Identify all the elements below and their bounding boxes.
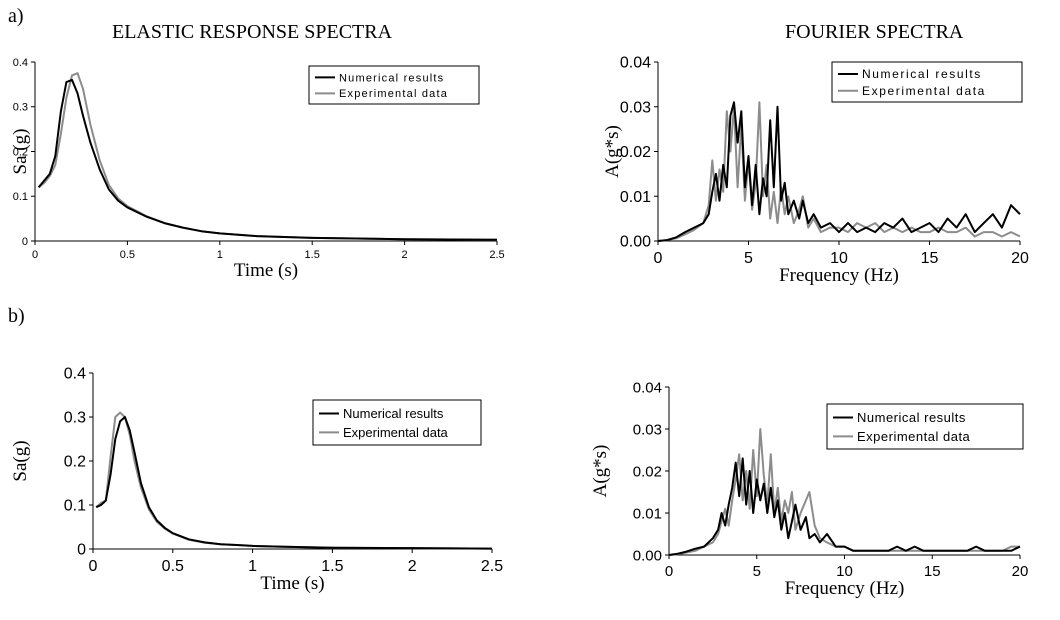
y-tick-label: 0.00	[620, 234, 651, 251]
x-tick-label: 1.5	[305, 249, 320, 261]
column-title-elastic: ELASTIC RESPONSE SPECTRA	[112, 21, 393, 43]
series-line-2	[657, 101, 1021, 242]
legend-label: Numerical results	[857, 410, 966, 425]
y-tick-label: 0	[22, 236, 28, 248]
legend-box	[312, 399, 482, 446]
y-axis-label: Sa(g)	[10, 440, 31, 481]
x-tick-label: 1	[217, 249, 223, 261]
series-line-1	[37, 78, 498, 241]
y-tick-label: 0.1	[64, 498, 86, 515]
y-tick-label: 0.4	[13, 57, 28, 69]
x-tick-label: 2	[408, 558, 417, 575]
y-tick-label: 0.03	[633, 421, 662, 438]
x-axis-label: Frequency (Hz)	[785, 578, 905, 599]
legend-box	[826, 403, 1024, 450]
series-line-1	[668, 457, 1021, 556]
legend-label: Numerical results	[343, 406, 444, 421]
legend-box	[831, 61, 1023, 103]
legend-label: Experimental data	[857, 429, 971, 444]
y-tick-label: 0.1	[13, 191, 28, 203]
y-tick-label: 0.2	[13, 146, 28, 158]
legend: Numerical results Experimental data	[312, 399, 482, 446]
x-tick-label: 0	[654, 250, 663, 267]
x-tick-label: 10	[830, 250, 848, 267]
x-axis-label: Frequency (Hz)	[779, 265, 899, 286]
x-tick-label: 10	[836, 563, 853, 580]
column-title-fourier: FOURIER SPECTRA	[785, 21, 964, 43]
y-tick-label: 0.00	[633, 547, 662, 564]
y-axis-label: A(g*s)	[602, 125, 623, 178]
y-tick-label: 0.01	[633, 505, 662, 522]
x-tick-label: 5	[744, 250, 753, 267]
x-tick-label: 2.5	[481, 558, 503, 575]
legend: Numerical results Experimental data	[826, 403, 1024, 450]
chart-2: 0.00 0.01 0.02 0.03 0.04 0 5 10 15 20 Frequency (H…	[602, 55, 1029, 286]
x-tick-label: 2.5	[489, 249, 504, 261]
x-tick-label: 20	[1011, 250, 1029, 267]
legend-label: Experimental data	[343, 425, 449, 440]
x-tick-label: 15	[924, 563, 941, 580]
y-tick-label: 0.03	[620, 99, 651, 116]
y-tick-label: 0.4	[64, 366, 86, 383]
chart-1: 0 0.1 0.2 0.3 0.4 0 0.5 1 1.5 2 2.5 Time (s) Sa (g) N…	[10, 57, 505, 281]
y-tick-label: 0.01	[620, 189, 651, 206]
legend-label: Experimental data	[862, 84, 986, 98]
x-tick-label: 1.5	[321, 558, 343, 575]
y-axis-label: Sa (g)	[10, 129, 31, 175]
y-tick-label: 0.3	[13, 102, 28, 114]
x-tick-label: 0	[32, 249, 38, 261]
x-tick-label: 1	[248, 558, 257, 575]
x-tick-label: 0	[89, 558, 98, 575]
x-tick-label: 0.5	[120, 249, 135, 261]
legend-label: Numerical results	[862, 67, 982, 81]
y-tick-label: 0.3	[64, 410, 86, 427]
panel-a-label: a)	[8, 5, 24, 27]
y-tick-label: 0.02	[633, 463, 662, 480]
y-tick-label: 0.02	[620, 144, 651, 161]
panel-b-label: b)	[8, 305, 25, 327]
x-tick-label: 15	[921, 250, 939, 267]
legend-box	[308, 65, 480, 105]
y-tick-label: 0.04	[633, 379, 662, 396]
y-tick-label: 0	[77, 542, 86, 559]
x-axis-label: Time (s)	[234, 260, 298, 281]
legend: Numerical results Experimental data	[308, 65, 480, 105]
y-tick-label: 0.2	[64, 454, 86, 471]
legend-label: Numerical results	[339, 72, 444, 84]
y-axis-label: A(g*s)	[590, 445, 611, 498]
legend: Numerical results Experimental data	[831, 61, 1023, 103]
x-tick-label: 5	[753, 563, 761, 580]
series-line-1	[657, 101, 1021, 242]
charts: 0 0.1 0.2 0.3 0.4 0 0.5 1 1.5 2 2.5 Time (s) Sa (g) N…	[10, 55, 1029, 599]
legend-label: Experimental data	[339, 88, 448, 100]
x-tick-label: 0	[665, 563, 673, 580]
x-tick-label: 20	[1012, 563, 1029, 580]
x-tick-label: 2	[402, 249, 408, 261]
x-tick-label: 0.5	[162, 558, 184, 575]
x-axis-label: Time (s)	[260, 573, 324, 594]
chart-4: 0.00 0.01 0.02 0.03 0.04 0 5 10 15 20 Frequency (H…	[590, 379, 1028, 599]
series-line-1	[95, 416, 493, 550]
chart-3: 0 0.1 0.2 0.3 0.4 0 0.5 1 1.5 2 2.5 Time (s) Sa(g) Nu…	[10, 366, 503, 594]
y-tick-label: 0.04	[620, 55, 651, 72]
